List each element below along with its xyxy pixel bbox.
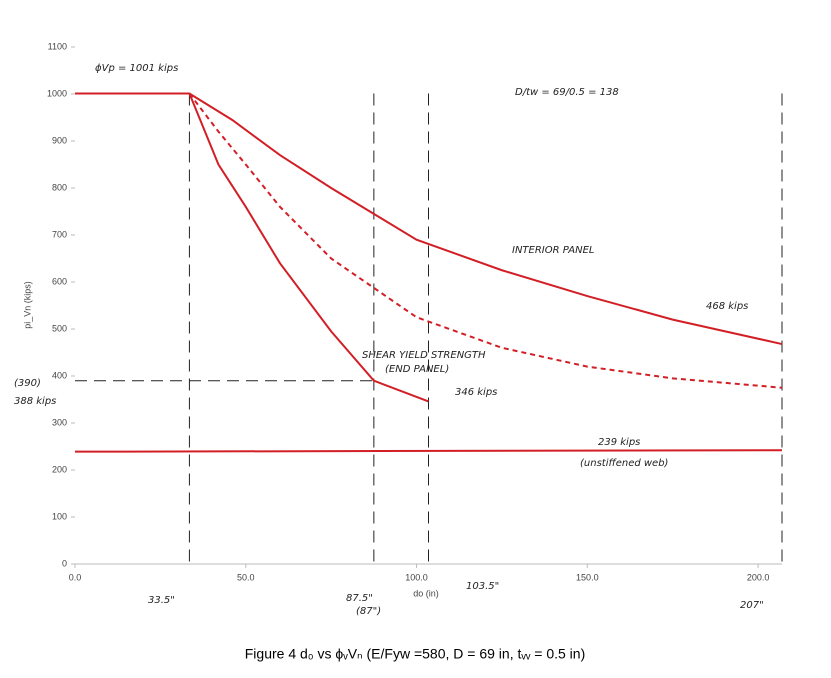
annotation: (END PANEL) — [385, 364, 449, 375]
annotation: (unstiffened web) — [580, 458, 668, 469]
y-tick-label: 1000 — [47, 88, 67, 98]
annotation: ϕVp = 1001 kips — [95, 63, 178, 74]
annotation: INTERIOR PANEL — [512, 245, 595, 256]
y-tick-label: 100 — [52, 511, 67, 521]
caption: Figure 4 d₀ vs ϕᵥVₙ (E/Fyw =580, D = 69 … — [245, 646, 585, 662]
annotation: 207" — [740, 600, 764, 611]
y-tick-label: 900 — [52, 135, 67, 145]
annotation: (87") — [356, 606, 381, 617]
y-tick-label: 500 — [52, 323, 67, 333]
y-tick-label: 1100 — [48, 41, 67, 51]
x-tick-label: 150.0 — [576, 572, 599, 582]
annotation: D/tw = 69/0.5 = 138 — [515, 87, 619, 98]
annotation: 103.5" — [466, 581, 499, 592]
annotation: (390) — [14, 378, 41, 389]
line — [188, 93, 429, 403]
annotation: 87.5" — [346, 593, 373, 604]
x-axis-label: do (in) — [413, 588, 439, 598]
annotation: 468 kips — [706, 301, 748, 312]
x-tick-label: 100.0 — [405, 572, 428, 582]
y-tick-label: 700 — [52, 229, 67, 239]
annotation: SHEAR YIELD STRENGTH — [362, 350, 486, 361]
x-tick-label: 200.0 — [747, 572, 770, 582]
annotation: 239 kips — [598, 437, 640, 448]
x-tick-label: 50.0 — [237, 572, 255, 582]
x-tick-label: 0.0 — [69, 572, 82, 582]
y-tick-label: 600 — [52, 276, 67, 286]
annotation: 346 kips — [455, 387, 497, 398]
y-axis-label: pi_Vn (kips) — [22, 281, 32, 329]
y-tick-label: 200 — [52, 464, 67, 474]
y-tick-label: 0 — [62, 558, 67, 568]
line — [188, 92, 783, 389]
line — [75, 92, 783, 346]
annotation: 33.5" — [148, 595, 175, 606]
y-tick-label: 300 — [52, 417, 67, 427]
annotation: 388 kips — [14, 396, 56, 407]
line — [74, 449, 783, 453]
y-tick-label: 400 — [52, 370, 67, 380]
y-tick-label: 800 — [52, 182, 67, 192]
